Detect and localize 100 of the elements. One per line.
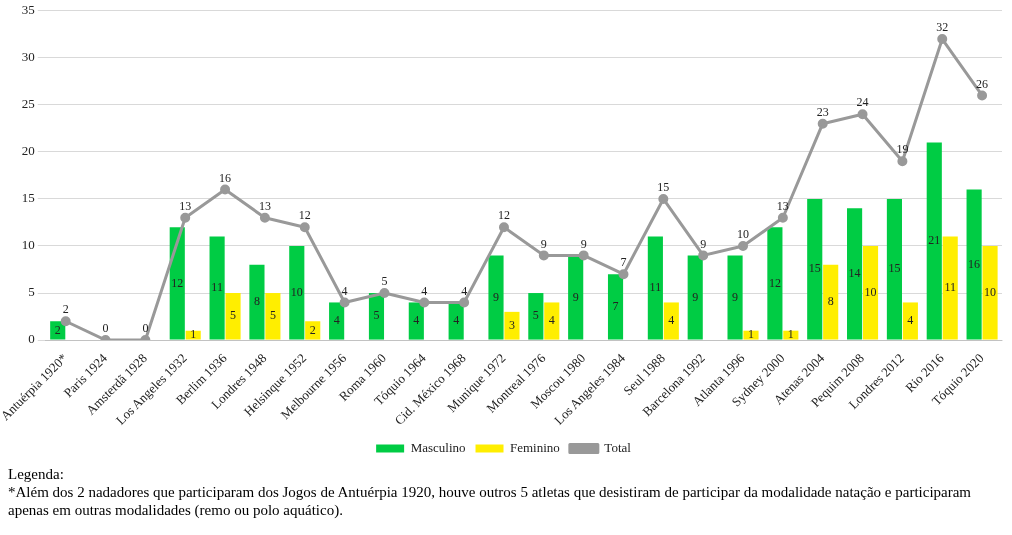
data-label: 10 (290, 284, 303, 299)
data-label: 0 (142, 321, 149, 336)
point (538, 250, 549, 261)
bar (743, 330, 759, 340)
point (897, 156, 908, 167)
point (937, 34, 948, 45)
bar (847, 208, 863, 340)
data-label: 13 (776, 198, 789, 213)
data-label: 32 (936, 20, 949, 35)
point (180, 212, 191, 223)
bar (488, 255, 504, 340)
bar (544, 302, 560, 340)
bar (528, 293, 544, 340)
point (339, 297, 350, 308)
point (977, 90, 988, 101)
data-label: 2 (309, 322, 316, 337)
data-label: 1 (747, 327, 754, 342)
bar (663, 302, 679, 340)
bar (568, 255, 584, 340)
point (379, 288, 390, 299)
y-tick-label: 30 (21, 49, 35, 65)
y-tick-label: 10 (21, 237, 35, 253)
point (698, 250, 709, 261)
data-label: 11 (211, 280, 223, 295)
data-label: 10 (737, 227, 750, 242)
point (498, 222, 509, 233)
data-label: 19 (896, 142, 909, 157)
data-label: 10 (984, 284, 997, 299)
data-label: 2 (62, 302, 69, 317)
data-label: 26 (976, 76, 989, 91)
point (738, 241, 749, 251)
bar (169, 227, 185, 340)
y-tick-label: 25 (21, 96, 35, 112)
bar (966, 189, 982, 340)
data-label: 7 (620, 255, 627, 270)
bar (807, 198, 823, 340)
bar (823, 264, 839, 340)
data-label: 0 (102, 321, 109, 336)
data-label: 5 (230, 308, 237, 323)
point (459, 297, 470, 308)
bar (249, 264, 265, 340)
point (60, 316, 71, 327)
bar (209, 236, 225, 340)
data-label: 9 (572, 289, 579, 304)
point (299, 222, 310, 233)
data-label: 12 (298, 208, 311, 223)
data-label: 4 (461, 283, 468, 298)
data-label: 21 (928, 233, 941, 248)
data-label: 16 (968, 256, 981, 271)
point (817, 118, 828, 129)
y-tick-label: 15 (21, 190, 35, 206)
data-label: 4 (333, 313, 340, 328)
data-label: 4 (907, 313, 914, 328)
data-label: 10 (864, 284, 877, 299)
data-label: 8 (253, 294, 260, 309)
point (419, 297, 430, 308)
bar (265, 293, 281, 340)
data-label: 24 (856, 95, 869, 110)
data-label: 5 (381, 274, 388, 289)
data-label: 23 (816, 104, 829, 119)
data-label: 5 (269, 308, 276, 323)
data-label: 2 (54, 322, 61, 337)
data-label: 4 (453, 313, 460, 328)
bar (289, 246, 305, 340)
data-label: 1 (190, 327, 197, 342)
data-label: 15 (808, 261, 821, 276)
data-label: 15 (888, 261, 901, 276)
data-label: 5 (373, 308, 380, 323)
data-label: 13 (179, 198, 192, 213)
point (618, 269, 629, 280)
data-label: 4 (548, 313, 555, 328)
bar (504, 311, 520, 340)
y-tick-label: 35 (21, 2, 35, 18)
bar (305, 321, 321, 340)
bar (607, 274, 624, 340)
point (857, 109, 868, 120)
data-label: 9 (692, 289, 699, 304)
y-tick-label: 0 (28, 331, 35, 347)
bar (329, 302, 345, 340)
data-label: 5 (532, 308, 539, 323)
bar (767, 227, 783, 340)
data-label: 7 (612, 299, 619, 314)
data-label: 15 (657, 180, 670, 195)
data-label: 11 (649, 280, 662, 295)
point (578, 250, 589, 261)
legend-label: Masculino (410, 439, 466, 455)
legend-label: Feminino (510, 439, 560, 455)
data-label: 4 (341, 283, 348, 298)
bar (647, 236, 663, 340)
bar (926, 142, 942, 340)
y-tick-label: 5 (28, 284, 35, 300)
data-label: 12 (768, 275, 781, 290)
data-label: 4 (413, 313, 420, 328)
data-label: 16 (219, 170, 232, 185)
legend-label: Total (604, 439, 632, 455)
data-label: 1 (787, 327, 794, 342)
data-label: 4 (421, 283, 428, 298)
bar (368, 293, 385, 340)
point (658, 193, 669, 204)
bar (687, 255, 703, 340)
